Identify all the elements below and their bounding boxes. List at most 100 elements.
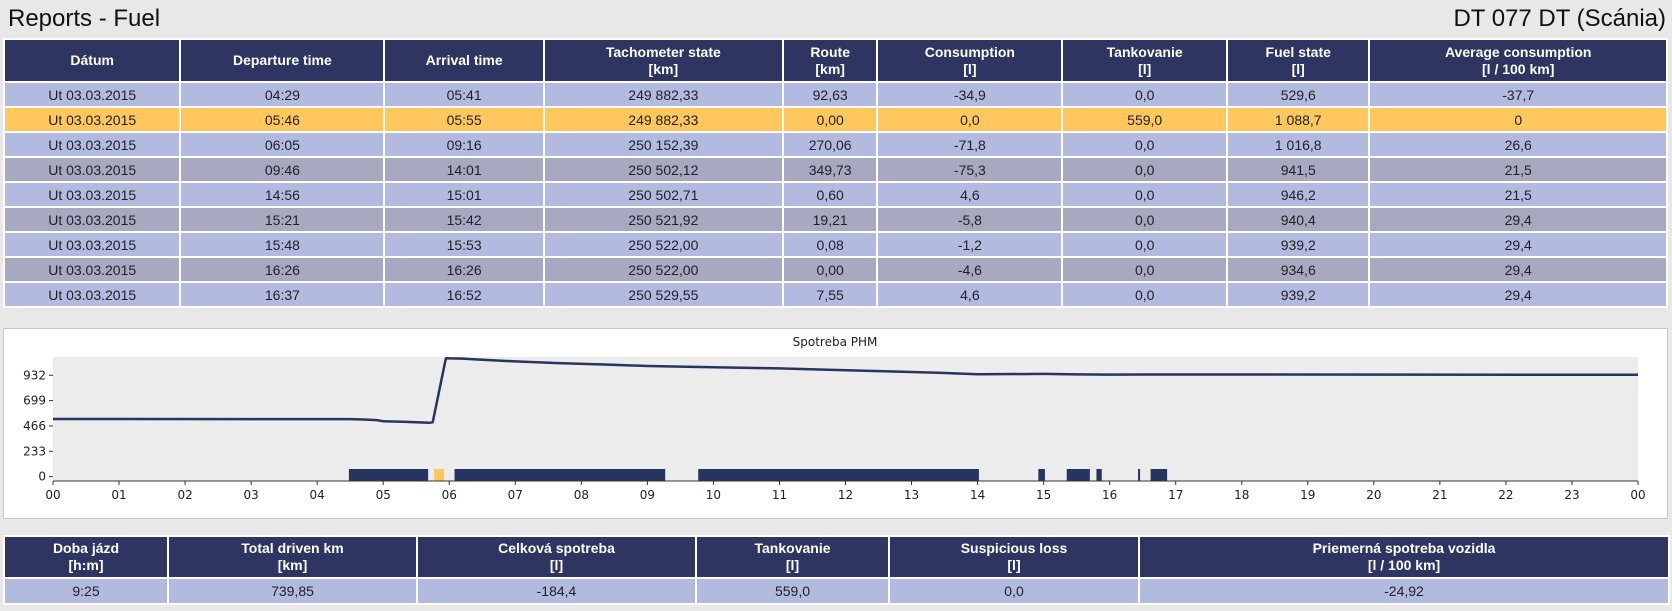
trip-cell-departure: 15:21 — [179, 206, 386, 233]
col-header-route[interactable]: Route [km] — [781, 38, 879, 83]
trip-cell-arrival: 15:42 — [383, 206, 545, 233]
trip-cell-avg-consumption: 29,4 — [1368, 206, 1668, 233]
trip-cell-avg-consumption: 0 — [1368, 106, 1668, 133]
trip-cell-date: Ut 03.03.2015 — [2, 231, 182, 258]
activity-bar — [1138, 469, 1141, 481]
trip-cell-route: 270,06 — [781, 131, 879, 158]
trip-row[interactable]: Ut 03.03.2015 14:56 15:01 250 502,71 0,60 4,6… — [2, 181, 1668, 208]
x-tick-label: 22 — [1498, 488, 1513, 502]
y-tick-label: 932 — [23, 368, 46, 382]
trip-cell-refuel: 0,0 — [1061, 206, 1229, 233]
trip-cell-refuel: 0,0 — [1061, 156, 1229, 183]
trip-cell-arrival: 14:01 — [383, 156, 545, 183]
col-tachometer-label: Tachometer state — [605, 43, 721, 60]
summary-row: 9:25 739,85 -184,4 559,0 0,0 -24,92 — [3, 577, 1670, 605]
trip-cell-arrival: 16:26 — [383, 256, 545, 283]
col-header-arrival[interactable]: Arrival time — [383, 38, 545, 83]
trip-cell-avg-consumption: 26,6 — [1368, 131, 1668, 158]
trip-cell-refuel: 0,0 — [1061, 256, 1229, 283]
trip-cell-arrival: 16:52 — [383, 281, 545, 308]
sum-total-km-unit: [km] — [277, 557, 308, 573]
x-tick-label: 05 — [376, 488, 391, 502]
sum-drive-time-unit: [h:m] — [68, 557, 104, 573]
y-tick-label: 233 — [23, 444, 46, 458]
col-date-label: Dátum — [70, 52, 114, 68]
trip-cell-tachometer: 250 502,71 — [542, 181, 784, 208]
col-header-date[interactable]: Dátum — [2, 38, 182, 83]
trip-row[interactable]: Ut 03.03.2015 15:21 15:42 250 521,92 19,21 -5… — [2, 206, 1668, 233]
sum-refuel-value: 559,0 — [695, 577, 890, 605]
trip-cell-consumption: 4,6 — [876, 281, 1064, 308]
trip-cell-route: 0,00 — [781, 256, 879, 283]
x-tick-label: 18 — [1234, 488, 1249, 502]
summary-table-header-row: Doba jázd [h:m] Total driven km [km] Celko… — [3, 535, 1670, 579]
x-tick-label: 11 — [772, 488, 787, 502]
sum-suspicious-loss-label: Suspicious loss — [960, 540, 1068, 556]
col-refuel-label: Tankovanie — [1106, 43, 1183, 60]
col-avg-consumption-label: Average consumption — [1444, 43, 1592, 60]
sum-total-km-label: Total driven km — [241, 540, 344, 556]
col-header-avg-consumption[interactable]: Average consumption [l / 100 km] — [1368, 38, 1668, 83]
trip-row[interactable]: Ut 03.03.2015 16:37 16:52 250 529,55 7,55 4,6… — [2, 281, 1668, 308]
trip-cell-arrival: 15:53 — [383, 231, 545, 258]
trip-cell-date: Ut 03.03.2015 — [2, 181, 182, 208]
x-tick-label: 00 — [1630, 488, 1645, 502]
x-tick-label: 07 — [508, 488, 523, 502]
trip-row[interactable]: Ut 03.03.2015 04:29 05:41 249 882,33 92,63 -3… — [2, 81, 1668, 108]
fuel-chart-panel: Spotreba PHM 0 233 466 699 932 00 01 02 03 04 05 06 0… — [3, 328, 1668, 519]
trip-cell-tachometer: 250 152,39 — [542, 131, 784, 158]
trip-cell-refuel: 559,0 — [1061, 106, 1229, 133]
sum-avg-consumption-unit: [l / 100 km] — [1367, 557, 1441, 573]
trip-cell-fuel-state: 939,2 — [1226, 281, 1371, 308]
col-consumption-unit: [l] — [963, 60, 977, 77]
trip-cell-fuel-state: 934,6 — [1226, 256, 1371, 283]
trip-row[interactable]: Ut 03.03.2015 15:48 15:53 250 522,00 0,08 -1,… — [2, 231, 1668, 258]
trip-cell-departure: 14:56 — [179, 181, 386, 208]
y-tick-label: 699 — [23, 394, 46, 408]
trip-cell-consumption: -71,8 — [876, 131, 1064, 158]
trip-row[interactable]: Ut 03.03.2015 09:46 14:01 250 502,12 349,73-… — [2, 156, 1668, 183]
sum-suspicious-loss-value: 0,0 — [888, 577, 1140, 605]
trip-cell-consumption: -5,8 — [876, 206, 1064, 233]
trip-cell-refuel: 0,0 — [1061, 231, 1229, 258]
trip-cell-date: Ut 03.03.2015 — [2, 81, 182, 108]
activity-bar — [348, 469, 429, 481]
sum-avg-consumption-value: -24,92 — [1138, 577, 1670, 605]
col-header-fuel-state[interactable]: Fuel state [l] — [1226, 38, 1371, 83]
page-title: Reports - Fuel — [8, 5, 161, 32]
trip-cell-fuel-state: 940,4 — [1226, 206, 1371, 233]
trip-cell-arrival: 09:16 — [383, 131, 545, 158]
trip-cell-route: 0,00 — [781, 106, 879, 133]
trip-cell-refuel: 0,0 — [1061, 181, 1229, 208]
trip-cell-departure: 05:46 — [179, 106, 386, 133]
col-header-tachometer[interactable]: Tachometer state [km] — [542, 38, 784, 83]
trip-cell-avg-consumption: 21,5 — [1368, 156, 1668, 183]
sum-header-refuel: Tankovanie [l] — [695, 535, 890, 579]
chart-title: Spotreba PHM — [793, 335, 878, 349]
trip-row[interactable]: Ut 03.03.2015 06:05 09:16 250 152,39 270,06-… — [2, 131, 1668, 158]
sum-header-suspicious-loss: Suspicious loss [l] — [888, 535, 1140, 579]
trip-row[interactable]: Ut 03.03.2015 16:26 16:26 250 522,00 0,00 -4,… — [2, 256, 1668, 283]
trip-cell-departure: 16:26 — [179, 256, 386, 283]
trip-cell-consumption: 0,0 — [876, 106, 1064, 133]
trip-cell-avg-consumption: 29,4 — [1368, 281, 1668, 308]
x-tick-label: 21 — [1432, 488, 1447, 502]
col-route-unit: [km] — [815, 60, 845, 77]
col-header-departure[interactable]: Departure time — [179, 38, 386, 83]
x-tick-label: 08 — [574, 488, 589, 502]
col-refuel-unit: [l] — [1138, 60, 1152, 77]
report-header: Reports - Fuel DT 077 DT (Scánia) — [8, 2, 1666, 36]
trip-cell-fuel-state: 939,2 — [1226, 231, 1371, 258]
x-tick-label: 04 — [310, 488, 325, 502]
trip-cell-fuel-state: 946,2 — [1226, 181, 1371, 208]
trip-cell-fuel-state: 1 016,8 — [1226, 131, 1371, 158]
col-header-refuel[interactable]: Tankovanie [l] — [1061, 38, 1229, 83]
x-tick-label: 19 — [1300, 488, 1315, 502]
trip-row[interactable]: Ut 03.03.2015 05:46 05:55 249 882,33 0,00 0,0… — [2, 106, 1668, 133]
trip-cell-consumption: -75,3 — [876, 156, 1064, 183]
x-tick-label: 09 — [640, 488, 655, 502]
trip-cell-fuel-state: 941,5 — [1226, 156, 1371, 183]
trip-cell-consumption: -34,9 — [876, 81, 1064, 108]
col-header-consumption[interactable]: Consumption [l] — [876, 38, 1064, 83]
trip-cell-consumption: 4,6 — [876, 181, 1064, 208]
